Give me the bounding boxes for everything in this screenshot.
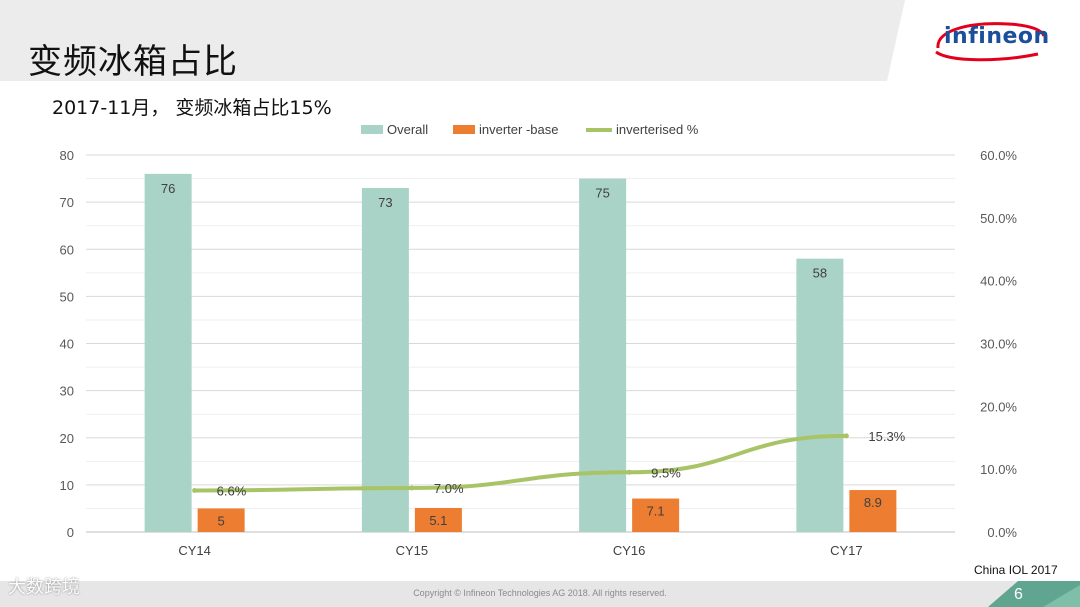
legend-label: inverterised %: [616, 122, 699, 137]
x-tick-label: CY14: [178, 543, 211, 558]
source-note: China IOL 2017: [974, 563, 1058, 577]
page-number-tab: [988, 581, 1080, 607]
page-number: 6: [1014, 586, 1023, 603]
legend-swatch: [361, 125, 383, 134]
logo-text: infineon: [944, 24, 1050, 49]
data-label-inverter-base: 7.1: [647, 504, 665, 519]
point-inverterised-pct: [626, 469, 632, 475]
logo-swoosh: [935, 22, 1046, 62]
y-right-tick-label: 40.0%: [980, 274, 1017, 289]
data-label-inverterised-pct: 7.0%: [434, 481, 464, 496]
title-band-shape: [0, 0, 905, 81]
y-left-tick-label: 40: [60, 337, 74, 352]
point-inverterised-pct: [192, 488, 198, 494]
legend-swatch: [453, 125, 475, 134]
legend-label: inverter -base: [479, 122, 558, 137]
copyright-text: Copyright © Infineon Technologies AG 201…: [413, 588, 667, 598]
y-right-tick-label: 50.0%: [980, 211, 1017, 226]
y-right-tick-label: 20.0%: [980, 399, 1017, 414]
data-label-inverter-base: 5.1: [429, 513, 447, 528]
y-left-tick-label: 80: [60, 148, 74, 163]
data-label-inverterised-pct: 6.6%: [217, 484, 247, 499]
data-label-overall: 58: [813, 266, 827, 281]
x-tick-label: CY15: [396, 543, 429, 558]
point-inverterised-pct: [409, 485, 415, 491]
bar-overall: [144, 173, 192, 532]
footer-bar: Copyright © Infineon Technologies AG 201…: [0, 581, 1080, 607]
title-band: [0, 0, 1080, 81]
bar-inverter-base: [849, 490, 897, 532]
data-label-overall: 75: [595, 186, 609, 201]
data-label-inverter-base: 5: [218, 513, 225, 528]
y-left-tick-label: 0: [67, 525, 74, 540]
bar-overall: [796, 258, 844, 532]
data-label-overall: 76: [161, 181, 175, 196]
y-left-tick-label: 50: [60, 289, 74, 304]
data-label-inverterised-pct: 15.3%: [868, 429, 905, 444]
y-left-tick-label: 30: [60, 384, 74, 399]
y-right-tick-label: 60.0%: [980, 148, 1017, 163]
subtitle: 2017-11月， 变频冰箱占比15%: [52, 97, 332, 119]
y-left-tick-label: 60: [60, 242, 74, 257]
bar-inverter-base: [414, 507, 462, 532]
x-tick-label: CY16: [613, 543, 646, 558]
data-label-overall: 73: [378, 195, 392, 210]
bar-inverter-base: [197, 508, 245, 532]
point-inverterised-pct: [843, 433, 849, 439]
y-left-tick-label: 70: [60, 195, 74, 210]
y-right-tick-label: 10.0%: [980, 462, 1017, 477]
legend-label: Overall: [387, 122, 428, 137]
line-inverterised-pct: [192, 433, 849, 493]
data-label-inverterised-pct: 9.5%: [651, 465, 681, 480]
y-left-tick-label: 10: [60, 478, 74, 493]
data-label-inverter-base: 8.9: [864, 495, 882, 510]
x-tick-label: CY17: [830, 543, 863, 558]
bar-overall: [579, 178, 627, 532]
bar-overall: [361, 187, 409, 533]
infineon-logo: infineon: [930, 18, 1050, 62]
y-right-tick-label: 30.0%: [980, 337, 1017, 352]
slide-title: 变频冰箱占比: [28, 42, 238, 82]
watermark-text: 大数跨境: [8, 577, 80, 598]
y-right-tick-label: 0.0%: [987, 525, 1017, 540]
y-left-tick-label: 20: [60, 431, 74, 446]
bar-inverter-base: [632, 498, 680, 532]
